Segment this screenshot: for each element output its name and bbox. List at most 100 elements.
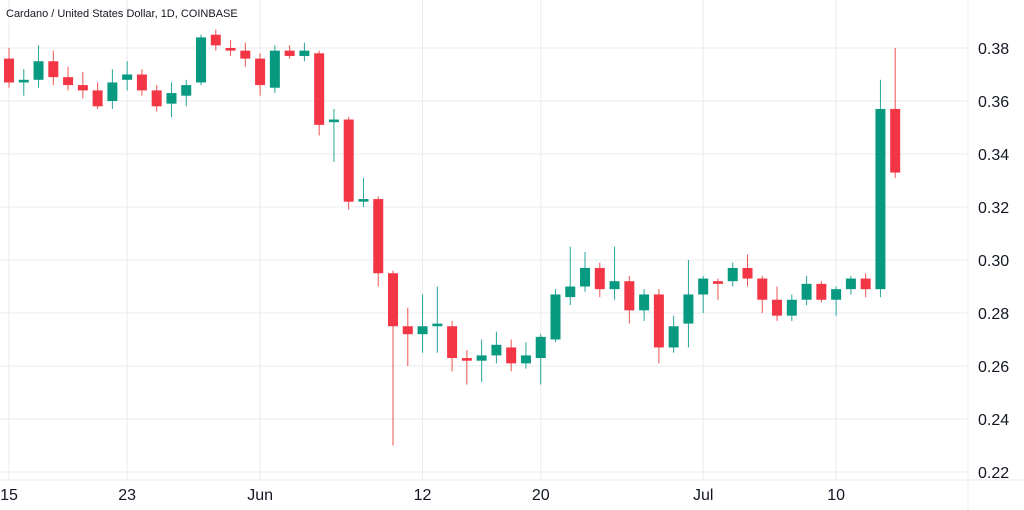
candle: [358, 177, 369, 207]
candle: [417, 294, 428, 353]
candle: [506, 339, 517, 372]
candle: [772, 286, 783, 321]
candle: [77, 71, 88, 99]
candle: [255, 53, 266, 96]
candle-body: [668, 326, 679, 348]
y-tick-label: 0.28: [978, 306, 1009, 323]
y-tick-label: 0.32: [978, 200, 1009, 217]
candle: [742, 254, 753, 287]
candle-body: [683, 294, 694, 324]
candle-body: [122, 74, 133, 80]
candle: [890, 48, 901, 178]
candle-body: [860, 278, 871, 290]
candle-body: [550, 294, 561, 340]
candle-body: [476, 355, 487, 361]
candle: [757, 275, 768, 313]
candle: [727, 262, 738, 287]
candle-body: [107, 82, 118, 101]
candle-body: [816, 283, 827, 300]
candle: [4, 48, 14, 88]
candle: [712, 278, 723, 300]
candle-body: [624, 281, 635, 311]
y-tick-label: 0.30: [978, 253, 1009, 270]
candle: [122, 61, 133, 91]
candle-body: [181, 85, 192, 96]
candle: [786, 294, 797, 321]
candle: [210, 29, 221, 51]
candle: [225, 40, 236, 56]
candle: [151, 85, 162, 112]
candle-body: [565, 286, 576, 298]
candle-body: [520, 355, 531, 364]
candle-body: [580, 267, 591, 287]
y-axis: 0.22 0.24 0.26 0.28 0.30 0.32 0.34 0.36 0.38: [978, 41, 1009, 482]
candle-body: [831, 289, 842, 300]
candle-body: [653, 294, 664, 348]
candle: [181, 79, 192, 107]
candle: [639, 289, 650, 321]
y-tick-label: 0.38: [978, 41, 1009, 58]
candle-body: [166, 93, 177, 104]
candle: [535, 334, 546, 385]
candle: [314, 50, 325, 136]
candle-body: [727, 267, 738, 282]
y-tick-label: 0.22: [978, 465, 1009, 482]
candle-body: [845, 278, 856, 290]
candle: [107, 69, 118, 109]
candle: [550, 289, 561, 343]
candle-body: [402, 326, 413, 335]
candle: [328, 108, 339, 162]
candle-body: [225, 48, 236, 51]
candle: [801, 275, 812, 306]
candle-body: [48, 61, 59, 78]
candle: [461, 350, 472, 385]
candles-group: [4, 29, 901, 446]
candle: [402, 307, 413, 366]
y-tick-label: 0.24: [978, 412, 1009, 429]
y-tick-label: 0.26: [978, 359, 1009, 376]
candle-body: [712, 281, 723, 284]
candle-body: [299, 50, 310, 56]
candle: [136, 69, 147, 96]
candle-body: [772, 299, 783, 316]
candle: [476, 339, 487, 382]
candle-body: [388, 273, 399, 327]
candle-body: [63, 77, 74, 86]
candle-body: [594, 267, 605, 290]
candle-body: [210, 34, 221, 46]
candle-body: [328, 119, 339, 123]
candle: [698, 275, 709, 313]
candle: [196, 34, 207, 86]
candle-body: [269, 50, 280, 88]
candle-body: [461, 358, 472, 361]
candle: [845, 275, 856, 295]
candle: [565, 246, 576, 306]
candle-body: [196, 37, 207, 83]
candle-body: [284, 50, 295, 56]
candle: [240, 42, 251, 67]
candle-body: [609, 281, 620, 290]
x-tick-label: Jul: [693, 487, 713, 504]
candle: [63, 66, 74, 91]
candle-body: [698, 278, 709, 295]
candle: [860, 273, 871, 298]
candle-body: [506, 347, 517, 364]
candle: [580, 252, 591, 292]
candle-body: [432, 323, 443, 327]
candle: [831, 286, 842, 316]
candle: [816, 281, 827, 303]
y-tick-label: 0.36: [978, 94, 1009, 111]
candle-body: [4, 58, 14, 83]
candle: [432, 286, 443, 353]
candle-body: [875, 108, 886, 290]
candle: [594, 262, 605, 298]
candle-body: [18, 79, 29, 83]
candle: [269, 45, 280, 94]
candle: [166, 82, 177, 117]
candle: [48, 50, 59, 86]
candle: [299, 42, 310, 62]
candle: [284, 45, 295, 59]
candle-body: [92, 90, 103, 107]
